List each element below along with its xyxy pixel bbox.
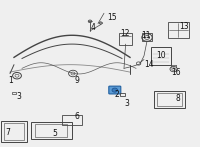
- Polygon shape: [99, 22, 103, 25]
- Text: 7: 7: [6, 128, 10, 137]
- Text: 5: 5: [53, 128, 57, 138]
- Text: 16: 16: [171, 67, 181, 77]
- Circle shape: [88, 20, 92, 23]
- Text: 4: 4: [91, 23, 95, 32]
- FancyBboxPatch shape: [109, 86, 121, 94]
- Text: 9: 9: [75, 76, 79, 85]
- Text: 3: 3: [17, 92, 21, 101]
- Text: 8: 8: [176, 94, 180, 103]
- Text: 3: 3: [125, 99, 129, 108]
- Text: 15: 15: [107, 13, 117, 22]
- Text: 10: 10: [156, 51, 166, 60]
- Text: 11: 11: [141, 31, 151, 40]
- Text: 1: 1: [9, 76, 13, 85]
- Text: 12: 12: [120, 29, 130, 38]
- Text: 13: 13: [179, 22, 189, 31]
- Text: 14: 14: [144, 60, 154, 69]
- Text: 2: 2: [115, 90, 119, 99]
- Circle shape: [112, 88, 118, 92]
- Text: 6: 6: [75, 112, 79, 121]
